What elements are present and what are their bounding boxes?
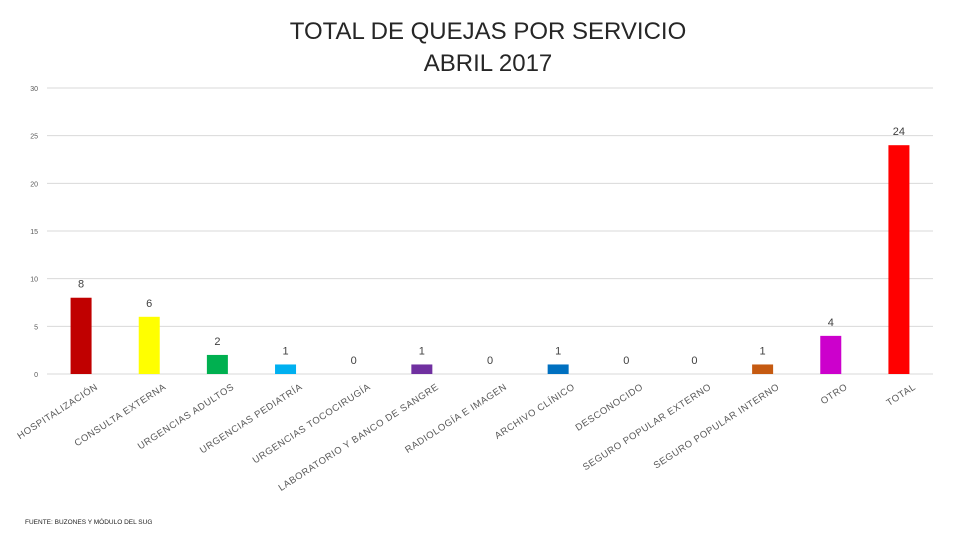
y-tick-label: 25 [30, 134, 38, 141]
data-label: 2 [214, 336, 220, 348]
x-tick-label: TOTAL [885, 382, 918, 409]
data-label: 24 [893, 126, 905, 138]
data-label: 1 [555, 345, 561, 357]
bar [888, 145, 910, 374]
bars [70, 145, 910, 374]
bar [70, 297, 92, 374]
y-tick-label: 0 [34, 372, 38, 379]
value-labels: 8 6 2 1 0 1 0 1 0 0 1 4 24 [78, 126, 905, 367]
source-footnote: FUENTE: BUZONES Y MÓDULO DEL SUG [25, 519, 153, 526]
bar [138, 316, 160, 374]
bar [411, 364, 433, 374]
y-tick-label: 5 [34, 324, 38, 331]
data-label: 1 [760, 345, 766, 357]
bar [206, 354, 228, 374]
x-tick-label: SEGURO POPULAR INTERNO [652, 382, 782, 472]
y-tick-label: 30 [30, 86, 38, 93]
bar [752, 364, 774, 374]
x-tick-label: SEGURO POPULAR EXTERNO [581, 382, 714, 473]
y-tick-label: 10 [30, 277, 38, 284]
y-axis: 0 5 10 15 20 25 30 [30, 86, 38, 379]
data-label: 0 [351, 355, 357, 367]
bar [275, 364, 297, 374]
chart-title-line: TOTAL DE QUEJAS POR SERVICIO [289, 18, 687, 45]
gridlines [47, 87, 933, 375]
bar [820, 335, 842, 374]
bar [547, 364, 569, 374]
data-label: 8 [78, 279, 84, 291]
data-label: 6 [146, 298, 152, 310]
x-tick-label: DESCONOCIDO [574, 382, 646, 434]
chart-subtitle-line: ABRIL 2017 [423, 50, 553, 77]
data-label: 0 [487, 355, 493, 367]
data-label: 0 [623, 355, 629, 367]
y-tick-label: 20 [30, 181, 38, 188]
data-label: 1 [419, 345, 425, 357]
data-label: 1 [282, 345, 288, 357]
chart-title: TOTAL DE QUEJAS POR SERVICIO ABRIL 2017 [0, 16, 960, 80]
x-tick-label: URGENCIAS TOCOCIRUGÍA [251, 382, 373, 467]
data-label: 4 [828, 317, 834, 329]
data-label: 0 [691, 355, 697, 367]
x-tick-label: OTRO [819, 382, 850, 407]
y-tick-label: 15 [30, 229, 38, 236]
